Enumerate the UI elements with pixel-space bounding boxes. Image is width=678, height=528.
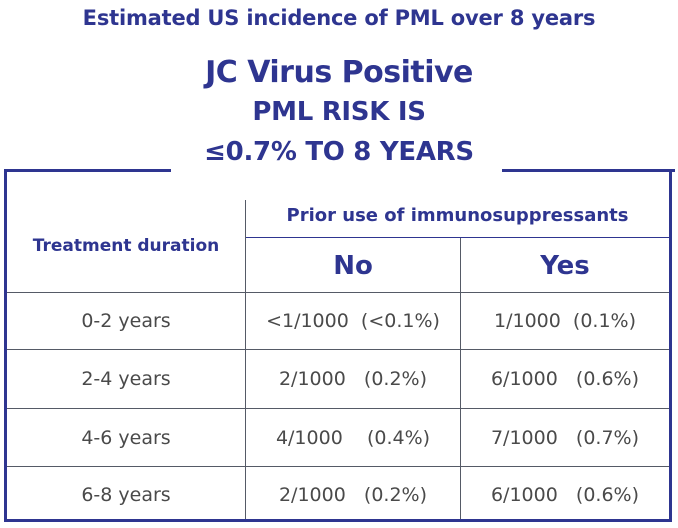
caption: Estimated US incidence of PML over 8 yea…	[82, 6, 596, 30]
col-header-yes: Yes	[540, 251, 590, 281]
yes-cell: 1/1000 (0.1%)	[493, 310, 637, 332]
no-cell: 2/1000 (0.2%)	[278, 368, 428, 390]
heading: JC Virus Positive PML RISK IS ≤0.7% TO 8…	[0, 54, 678, 172]
duration-cell: 0-2 years	[81, 310, 171, 332]
divider-row-2	[7, 408, 669, 409]
divider-group-header	[246, 237, 669, 238]
divider-row-3	[7, 466, 669, 467]
divider-row-1	[7, 349, 669, 350]
heading-line-2: PML RISK IS	[252, 97, 426, 127]
frame-top-left	[4, 169, 171, 172]
divider-col-2	[460, 238, 461, 519]
duration-cell: 2-4 years	[81, 368, 171, 390]
duration-cell: 6-8 years	[81, 483, 171, 506]
divider-row-header	[7, 292, 669, 293]
col-header-no: No	[333, 251, 373, 281]
yes-cell: 6/1000 (0.6%)	[490, 368, 640, 390]
duration-cell: 4-6 years	[81, 426, 171, 449]
no-cell: 2/1000 (0.2%)	[278, 483, 428, 506]
heading-line-1: JC Virus Positive	[205, 55, 473, 90]
frame-top-right	[502, 169, 675, 172]
row-header: Treatment duration	[32, 236, 220, 256]
no-cell: 4/1000 (0.4%)	[275, 426, 431, 449]
table-frame	[4, 171, 672, 522]
heading-line-3: ≤0.7% TO 8 YEARS	[204, 137, 474, 167]
yes-cell: 6/1000 (0.6%)	[490, 483, 640, 506]
yes-cell: 7/1000 (0.7%)	[490, 426, 640, 449]
group-header: Prior use of immunosuppressants	[286, 204, 629, 226]
divider-col-1	[245, 200, 246, 519]
no-cell: <1/1000 (<0.1%)	[266, 310, 440, 332]
